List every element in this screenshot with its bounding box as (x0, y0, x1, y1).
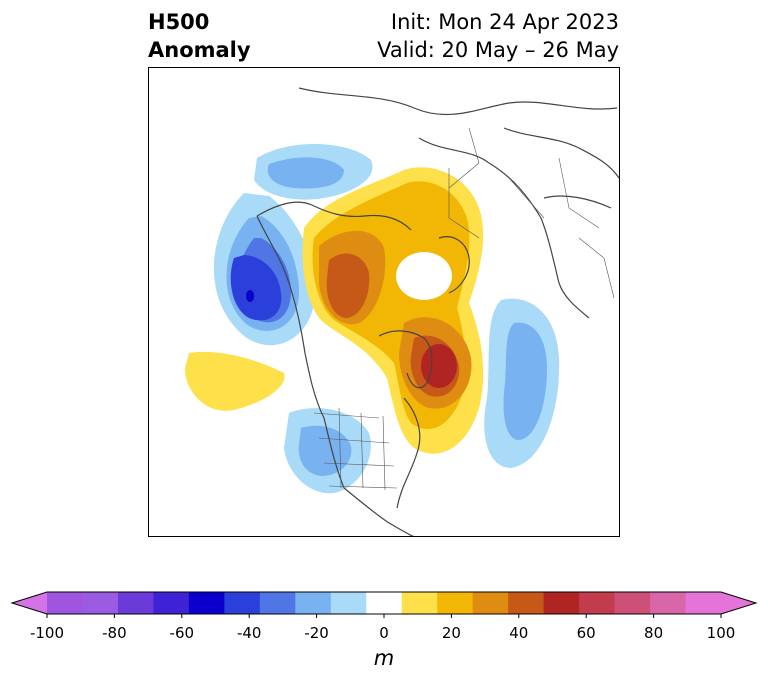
negative-anomaly-siberia (254, 143, 373, 200)
anomaly-map-svg (184, 87, 619, 536)
colorbar-bin (295, 592, 332, 614)
coastlines (256, 87, 619, 536)
colorbar-tick-label: 0 (379, 624, 389, 642)
colorbar-bin (614, 592, 651, 614)
colorbar-bin (650, 592, 687, 614)
colorbar-bin (224, 592, 261, 614)
colorbar-bin (543, 592, 580, 614)
colorbar-tick-label: -100 (29, 624, 65, 642)
colorbar-tick-label: 40 (509, 624, 529, 642)
colorbar-tick-label: 60 (576, 624, 596, 642)
colorbar-tick-label: -20 (304, 624, 329, 642)
positive-anomaly-subtropics (184, 351, 285, 411)
colorbar-bin (117, 592, 154, 614)
political-borders (313, 127, 615, 491)
anomaly-map (148, 67, 620, 537)
colorbar-bin (472, 592, 509, 614)
colorbar-bin (188, 592, 225, 614)
colorbar-tick-label: -80 (102, 624, 127, 642)
colorbar-bin (82, 592, 119, 614)
colorbar-bin (259, 592, 296, 614)
colorbar-tick-label: -60 (169, 624, 195, 642)
colorbar (10, 591, 758, 618)
colorbar-bin (579, 592, 616, 614)
colorbar-tick-label: 20 (441, 624, 461, 642)
valid-range: Valid: 20 May – 26 May (377, 38, 619, 62)
colorbar-bin (685, 592, 722, 614)
colorbar-extend-low (12, 592, 47, 614)
negative-anomaly-pacific (213, 193, 315, 346)
colorbar-bin (330, 592, 367, 614)
init-date: Init: Mon 24 Apr 2023 (390, 10, 619, 34)
colorbar-bin (47, 592, 83, 614)
map-dates: Init: Mon 24 Apr 2023 Valid: 20 May – 26… (377, 8, 619, 64)
colorbar-bin (437, 592, 474, 614)
colorbar-bin (508, 592, 545, 614)
colorbar-bin (366, 592, 403, 614)
negative-anomaly-atlantic (484, 298, 560, 468)
colorbar-tick-label: 80 (644, 624, 664, 642)
positive-anomaly-arctic (302, 167, 484, 454)
map-title: H500 Anomaly (148, 8, 251, 64)
colorbar-tick-label: -40 (236, 624, 262, 642)
colorbar-bin (153, 592, 190, 614)
colorbar-bin (401, 592, 438, 614)
colorbar-tick-label: 100 (706, 624, 736, 642)
title-subfield: Anomaly (148, 38, 251, 62)
colorbar-extend-high (721, 592, 756, 614)
negative-anomaly-western-us (284, 408, 371, 494)
title-field: H500 (148, 10, 210, 34)
colorbar-unit: m (373, 646, 395, 670)
